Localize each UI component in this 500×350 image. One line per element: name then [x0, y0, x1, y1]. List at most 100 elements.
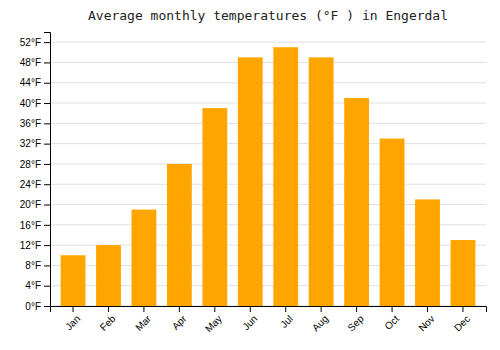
tick-mark — [143, 306, 144, 312]
grid-line — [50, 143, 486, 144]
tick-label: 12°F — [20, 240, 41, 251]
bar — [344, 98, 369, 306]
tick-mark — [108, 306, 109, 312]
tick-label: Jun — [240, 313, 259, 332]
tick-label: 4°F — [25, 280, 41, 291]
tick-mark — [427, 306, 428, 312]
tick-label: 20°F — [20, 199, 41, 210]
grid-line — [50, 103, 486, 104]
y-tick: 8°F — [25, 260, 50, 271]
bar — [167, 164, 192, 306]
tick-label: Jan — [63, 313, 82, 332]
tick-label: Apr — [170, 313, 189, 332]
x-tick: Dec — [452, 306, 472, 333]
grid — [50, 42, 486, 306]
grid-line — [50, 42, 486, 43]
y-tick: 28°F — [20, 159, 50, 170]
y-tick: 40°F — [20, 98, 50, 109]
tick-label: Mar — [133, 313, 153, 333]
tick-mark — [44, 103, 50, 104]
chart: 0°F 4°F 8°F 12°F 16°F 20°F 24°F 28°F 32°F 36°F 40°… — [0, 0, 500, 350]
bar — [202, 108, 227, 306]
tick-mark — [285, 306, 286, 312]
tick-mark — [44, 245, 50, 246]
y-tick: 24°F — [20, 179, 50, 190]
x-tick: Jan — [63, 306, 82, 332]
tick-label: 36°F — [20, 118, 41, 129]
tick-mark — [356, 306, 357, 312]
tick-label: 24°F — [20, 179, 41, 190]
tick-mark — [44, 123, 50, 124]
tick-mark — [462, 306, 463, 312]
y-tick: 12°F — [20, 240, 50, 251]
grid-line — [50, 82, 486, 83]
bar — [238, 57, 263, 306]
bar — [309, 57, 334, 306]
tick-mark — [44, 225, 50, 226]
tick-label: Dec — [452, 313, 472, 333]
y-tick: 44°F — [20, 77, 50, 88]
tick-mark — [44, 205, 50, 206]
tick-mark — [214, 306, 215, 312]
grid-line — [50, 163, 486, 164]
bar — [96, 245, 121, 306]
grid-line — [50, 62, 486, 63]
y-tick: 32°F — [20, 138, 50, 149]
y-tick: 16°F — [20, 220, 50, 231]
bar — [61, 255, 86, 306]
tick-mark — [250, 306, 251, 312]
tick-label: Aug — [310, 313, 330, 333]
plot: 0°F 4°F 8°F 12°F 16°F 20°F 24°F 28°F 32°F 36°F 40°… — [20, 33, 487, 335]
tick-label: 52°F — [20, 37, 41, 48]
tick-label: 28°F — [20, 159, 41, 170]
x-tick: Sep — [345, 306, 366, 333]
grid-line — [50, 184, 486, 185]
y-tick: 52°F — [20, 37, 50, 48]
tick-label: 16°F — [20, 220, 41, 231]
tick-label: Sep — [345, 313, 366, 334]
y-tick: 4°F — [25, 280, 50, 291]
tick-label: Oct — [382, 313, 401, 332]
x-tick: Apr — [170, 306, 189, 332]
x-tick: Jun — [240, 306, 259, 332]
tick-mark — [44, 184, 50, 185]
tick-label: 32°F — [20, 138, 41, 149]
tick-label: Nov — [416, 313, 436, 333]
tick-label: 48°F — [20, 57, 41, 68]
tick-mark — [73, 306, 74, 312]
tick-mark — [44, 62, 50, 63]
grid-line — [50, 123, 486, 124]
bars — [61, 47, 476, 306]
tick-label: 44°F — [20, 77, 41, 88]
tick-label: 8°F — [25, 260, 41, 271]
y-tick: 20°F — [20, 199, 50, 210]
bar — [132, 210, 157, 306]
tick-mark — [44, 83, 50, 84]
tick-label: Feb — [98, 313, 118, 333]
bar — [273, 47, 298, 306]
tick-label: Jul — [278, 313, 295, 330]
tick-mark — [44, 164, 50, 165]
x-tick: Mar — [133, 306, 153, 333]
tick-label: 40°F — [20, 98, 41, 109]
tick-label: May — [203, 313, 224, 334]
tick-mark — [44, 286, 50, 287]
y-tick: 0°F — [25, 301, 50, 312]
x-tick: Nov — [416, 306, 436, 333]
tick-mark — [44, 144, 50, 145]
tick-mark — [392, 306, 393, 312]
bar — [380, 139, 405, 306]
tick-label: 0°F — [25, 301, 41, 312]
title: Average monthly temperatures (°F ) in En… — [88, 8, 448, 23]
axis-line — [44, 33, 51, 307]
tick-mark — [44, 306, 50, 307]
tick-mark — [179, 306, 180, 312]
bar — [415, 199, 440, 306]
y-tick: 48°F — [20, 57, 50, 68]
tick-mark — [44, 265, 50, 266]
axis-line — [51, 307, 487, 313]
x-tick: May — [203, 306, 224, 334]
x-tick: Aug — [310, 306, 330, 333]
x-tick: Jul — [278, 306, 295, 330]
y-tick: 36°F — [20, 118, 50, 129]
